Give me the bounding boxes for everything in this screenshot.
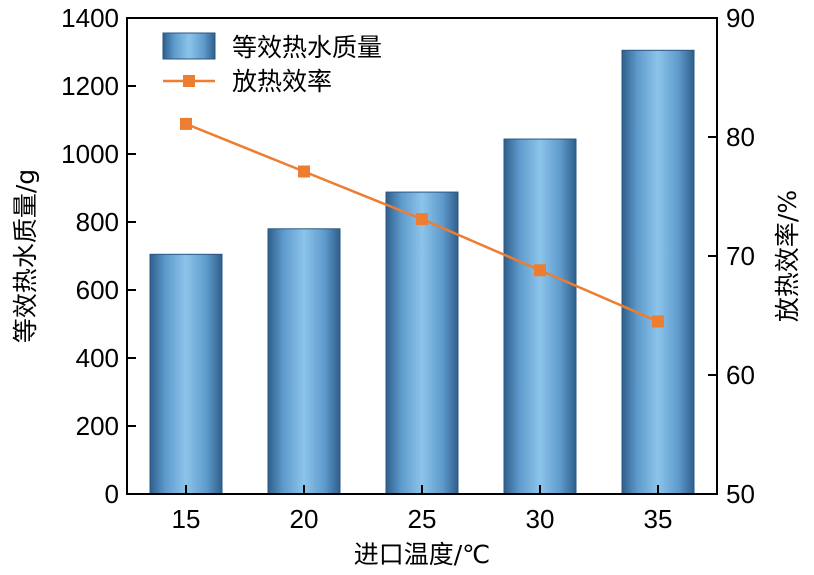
axes [126,17,718,495]
line-series [180,117,664,328]
x-tick-label: 20 [290,504,319,534]
x-tick-label: 30 [526,504,555,534]
efficiency-point-25 [416,213,428,226]
y-tick-label: 1400 [61,3,119,33]
y-tick-label: 600 [76,275,119,305]
x-tick-label: 15 [172,504,201,534]
bar-30 [503,138,577,495]
legend-bar-label: 等效热水质量 [232,33,382,62]
y2-tick-label: 50 [726,479,755,509]
efficiency-point-35 [652,315,664,328]
y2-tick-label: 80 [726,122,755,152]
x-tick-label: 35 [644,504,673,534]
y-tick-label: 1200 [61,71,119,101]
y2-axis-title: 放热效率/% [773,190,802,322]
legend-line-marker [183,75,195,87]
y2-tick-label: 90 [726,3,755,33]
y-tick-label: 1000 [61,139,119,169]
y-tick-label: 200 [76,411,119,441]
x-axis-title: 进口温度/℃ [354,540,491,569]
bar-15 [149,253,223,495]
tick-labels: 0 200 400 600 800 1000 1200 1400 50 60 70 80 90 15 20 2… [61,3,755,534]
x-tick-label: 25 [408,504,437,534]
bar-20 [267,228,341,495]
y-tick-label: 400 [76,343,119,373]
y-axis-title: 等效热水质量/g [11,169,40,343]
efficiency-point-15 [180,117,192,130]
y-tick-label: 800 [76,207,119,237]
y-tick-label: 0 [105,479,119,509]
y2-tick-label: 60 [726,360,755,390]
efficiency-point-30 [534,264,546,277]
bar-35 [621,49,695,495]
efficiency-point-20 [298,165,310,178]
legend-line-label: 放热效率 [232,67,332,96]
y2-tick-label: 70 [726,241,755,271]
bar-25 [385,191,459,495]
legend-bar-swatch [162,32,216,60]
bar-series [149,49,695,495]
